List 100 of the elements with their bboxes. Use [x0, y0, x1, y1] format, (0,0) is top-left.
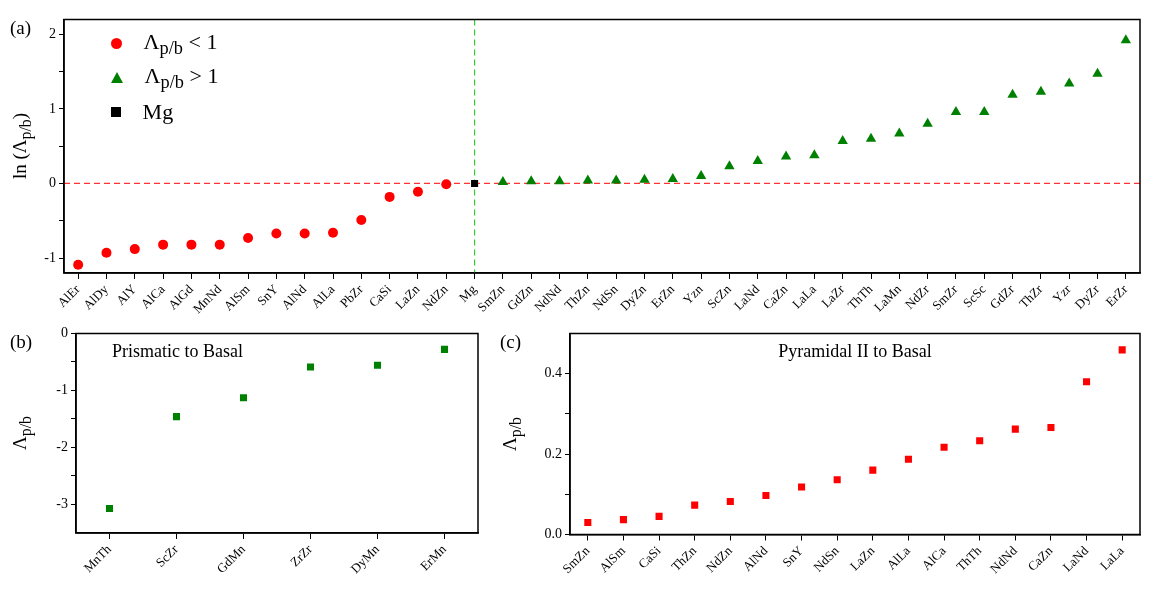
x-tick-label: LaZr	[818, 280, 848, 311]
point	[979, 105, 990, 115]
x-tick-label: AlEr	[54, 280, 84, 310]
point	[73, 259, 84, 270]
x-tick-label: LaLa	[788, 281, 820, 312]
point	[976, 437, 984, 445]
annotation: Prismatic to Basal	[112, 341, 243, 363]
x-tick-label: ThTh	[953, 542, 985, 574]
legend-label: Mg	[142, 98, 174, 125]
x-tick-label: PbZr	[336, 280, 367, 311]
point	[904, 455, 912, 463]
point	[762, 491, 770, 500]
x-tick-label: Yzr	[1049, 280, 1075, 306]
point	[105, 504, 114, 512]
x-tick-label: SnY	[779, 542, 807, 570]
y-tick-label: 0	[61, 325, 68, 341]
x-tick-label: ErZr	[1102, 280, 1131, 310]
point	[356, 215, 367, 226]
point	[837, 134, 848, 144]
y-tick-label: -2	[56, 439, 68, 455]
x-tick-label: AlLa	[308, 281, 338, 311]
y-tick-label: -3	[56, 496, 68, 512]
point	[1092, 67, 1103, 77]
point	[554, 175, 565, 185]
annotation: Pyramidal II to Basal	[778, 341, 932, 363]
point	[691, 501, 699, 509]
point	[101, 247, 112, 258]
point	[214, 239, 225, 250]
x-tick-label: CaZn	[1024, 542, 1056, 574]
x-tick-label: SnY	[253, 280, 282, 309]
point	[306, 363, 315, 371]
point	[833, 476, 841, 484]
x-tick-label: CaSi	[365, 281, 395, 310]
point	[186, 239, 197, 250]
point	[299, 228, 310, 239]
x-tick-label: AlCa	[137, 281, 168, 312]
point	[639, 173, 650, 183]
point	[497, 175, 509, 185]
point	[865, 132, 877, 142]
x-tick-label: ZrZr	[287, 540, 316, 570]
y-tick-label: 0	[49, 175, 56, 191]
legend-label: Λ$_{p/b}$ > 1	[144, 62, 219, 93]
point	[412, 186, 423, 197]
point	[1011, 425, 1019, 433]
y-tick-label: 2	[49, 25, 56, 41]
point	[129, 244, 140, 255]
x-tick-label: GdZr	[986, 280, 1018, 312]
point	[667, 173, 678, 182]
point	[1047, 423, 1055, 432]
x-tick-label: CaSi	[635, 542, 664, 572]
point	[158, 239, 169, 250]
point	[869, 466, 877, 474]
text: (b)	[10, 331, 33, 354]
point	[809, 149, 820, 159]
point	[780, 150, 792, 160]
text: (c)	[500, 331, 522, 354]
point	[724, 160, 735, 170]
point	[243, 232, 254, 243]
x-tick-label: AlY	[112, 280, 140, 308]
x-tick-label: AlLa	[883, 542, 914, 573]
y-tick-label: 0.2	[544, 445, 562, 461]
point	[619, 516, 627, 524]
point	[922, 117, 933, 127]
point	[1118, 346, 1126, 354]
point	[271, 228, 282, 239]
legend-label: Λ$_{p/b}$ < 1	[143, 28, 218, 59]
y-tick-label: 0.4	[544, 365, 562, 381]
point	[798, 483, 806, 491]
point	[471, 179, 479, 188]
x-tick-label: ScZn	[703, 281, 735, 312]
point	[172, 413, 181, 421]
point	[1083, 378, 1091, 386]
point	[1007, 88, 1018, 98]
point	[328, 227, 338, 238]
point	[752, 155, 763, 165]
x-tick-label: ErZn	[647, 281, 678, 311]
point	[440, 345, 449, 353]
point	[950, 105, 962, 115]
point	[526, 175, 537, 185]
point	[1120, 34, 1132, 44]
point	[894, 127, 905, 137]
point	[726, 497, 734, 506]
y-tick-label: 1	[49, 100, 56, 116]
y-tick-label: -1	[56, 382, 68, 398]
point	[384, 191, 395, 202]
point	[1064, 77, 1075, 87]
text: (a)	[10, 17, 32, 40]
point	[940, 443, 948, 451]
x-tick-label: Yzn	[679, 281, 706, 308]
x-tick-label: ScZr	[152, 540, 182, 570]
x-tick-label: ScSc	[959, 281, 989, 311]
x-tick-label: ThZr	[1015, 280, 1046, 311]
x-tick-label: ThZn	[668, 542, 700, 574]
point	[1035, 85, 1047, 95]
y-tick-label: -1	[44, 249, 56, 265]
y-tick-label: 0.0	[544, 526, 562, 542]
point	[584, 518, 592, 526]
point	[655, 512, 663, 520]
point	[441, 179, 452, 190]
point	[695, 170, 707, 180]
